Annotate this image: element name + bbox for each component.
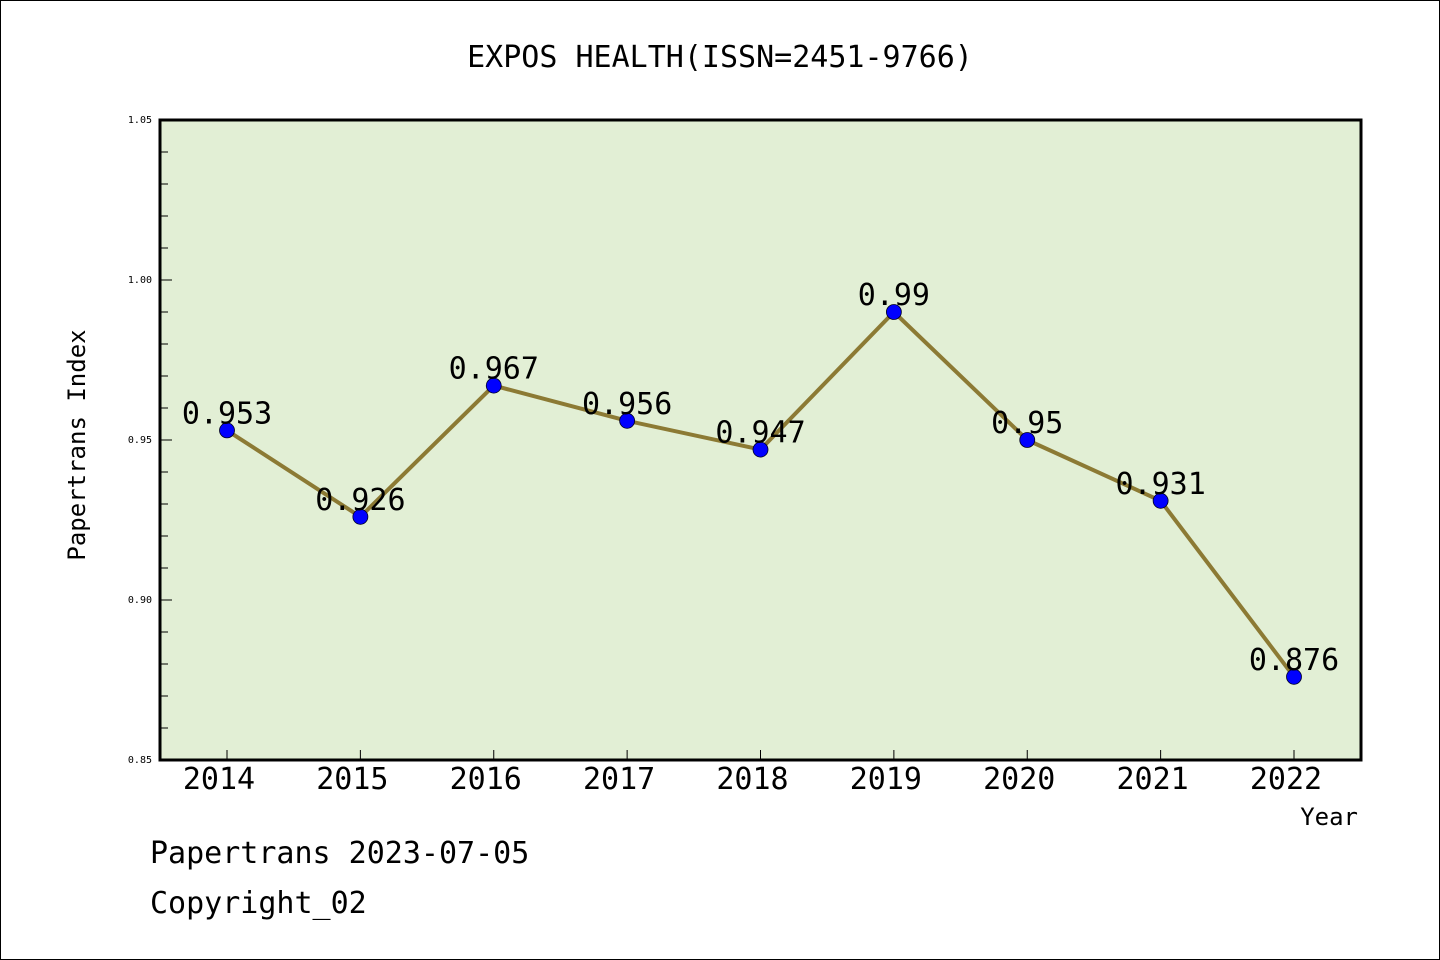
- y-axis-label: Papertrans Index: [63, 329, 91, 560]
- data-label: 0.931: [1115, 467, 1205, 502]
- x-tick-label: 2021: [1117, 762, 1189, 797]
- y-tick-label: 0.90: [128, 595, 152, 606]
- data-label: 0.95: [991, 406, 1063, 441]
- footer-date: Papertrans 2023-07-05: [150, 836, 530, 871]
- data-label: 0.99: [858, 278, 930, 313]
- y-tick-label: 0.95: [128, 435, 152, 446]
- x-tick-label: 2019: [850, 762, 922, 797]
- x-tick-label: 2015: [316, 762, 388, 797]
- y-tick-label: 1.05: [128, 115, 152, 126]
- data-point: [352, 508, 369, 525]
- x-tick-label: 2022: [1250, 762, 1322, 797]
- data-label: 0.876: [1249, 643, 1339, 678]
- data-point: [1286, 668, 1302, 685]
- data-point: [485, 377, 502, 394]
- footer-copyright: Copyright_02: [150, 886, 367, 921]
- plot-area: [158, 118, 1363, 762]
- x-axis-label: Year: [1300, 803, 1358, 831]
- data-label: 0.956: [582, 387, 672, 422]
- data-point: [219, 422, 235, 439]
- data-label: 0.953: [182, 396, 272, 431]
- data-point: [619, 412, 636, 429]
- data-point: [885, 304, 902, 320]
- data-label: 0.926: [315, 483, 405, 518]
- x-tick-label: 2014: [183, 762, 255, 797]
- y-tick-label: 1.00: [128, 275, 152, 286]
- chart-title: EXPOS HEALTH(ISSN=2451-9766): [467, 40, 973, 75]
- data-point: [1152, 492, 1169, 509]
- data-point: [1019, 432, 1036, 448]
- x-tick-label: 2017: [583, 762, 655, 797]
- data-label: 0.947: [715, 416, 805, 451]
- y-axis: 0.85 0.90 0.95 1.00 1.05: [128, 115, 172, 766]
- data-point: [752, 441, 769, 458]
- x-tick-label: 2016: [450, 762, 522, 797]
- x-tick-label: 2018: [716, 762, 788, 797]
- series-group: 0.953 0.926 0.967 0.956 0.947 0.99 0.95 0.931 0.…: [182, 278, 1339, 685]
- y-tick-label: 0.85: [128, 755, 152, 766]
- x-axis: 2014 2015 2016 2017 2018 2019 2020 2021 2022: [183, 750, 1322, 797]
- data-label: 0.967: [449, 352, 539, 387]
- x-tick-label: 2020: [983, 762, 1055, 797]
